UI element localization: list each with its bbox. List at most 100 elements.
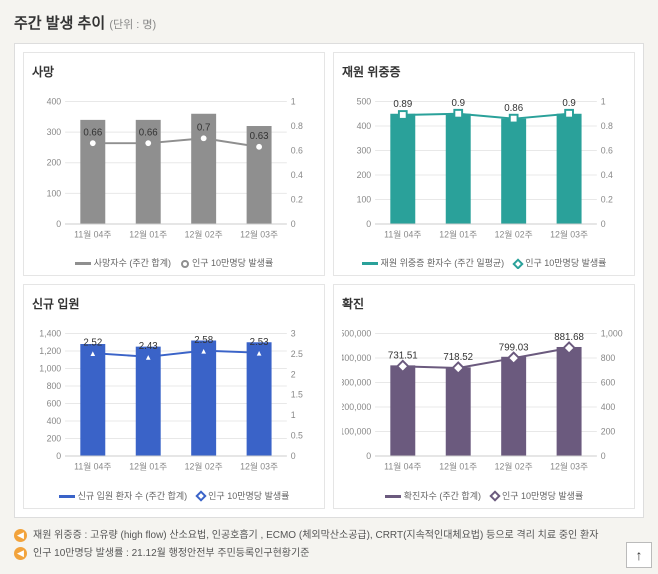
x-tick-label: 12월 03주: [550, 461, 588, 472]
svg-text:1,200: 1,200: [39, 346, 61, 356]
bar: [501, 357, 526, 456]
x-tick-label: 11월 04주: [74, 461, 111, 472]
x-tick-label: 12월 02주: [495, 229, 533, 240]
svg-text:400,000: 400,000: [342, 353, 371, 363]
svg-text:0.4: 0.4: [291, 170, 303, 180]
svg-text:1.5: 1.5: [291, 390, 303, 400]
svg-text:200: 200: [357, 170, 372, 180]
svg-text:200: 200: [47, 158, 62, 168]
panel-title: 사망: [32, 63, 316, 80]
line-series: [93, 138, 259, 147]
bullet-icon: ◀: [14, 547, 27, 560]
x-tick-label: 12월 01주: [439, 229, 477, 240]
legend-label-bar: 사망자수 (주간 합계): [94, 258, 171, 268]
legend-label-line: 인구 10만명당 발생률: [192, 258, 273, 268]
chart: 0100,000200,000300,000400,000500,0000200…: [342, 316, 626, 486]
chart-grid: 사망 010020030040000.20.40.60.810.660.660.…: [14, 43, 644, 518]
legend: 사망자수 (주간 합계) 인구 10만명당 발생률: [32, 256, 316, 269]
x-tick-label: 12월 03주: [240, 461, 278, 472]
legend-swatch-line: [195, 491, 206, 502]
svg-text:0: 0: [366, 219, 371, 229]
line-series: [93, 351, 259, 357]
svg-text:0.5: 0.5: [291, 431, 303, 441]
svg-text:100: 100: [47, 188, 62, 198]
svg-text:100,000: 100,000: [342, 427, 371, 437]
legend: 신규 입원 환자 수 (주간 합계)인구 10만명당 발생률: [32, 489, 316, 502]
legend: 재원 위중증 환자수 (주간 일평균)인구 10만명당 발생률: [342, 256, 626, 269]
title-text: 주간 발생 추이: [14, 15, 105, 32]
legend-label-line: 인구 10만명당 발생률: [208, 491, 289, 501]
svg-text:0: 0: [56, 219, 61, 229]
legend-swatch-bar: [362, 262, 378, 265]
bar: [80, 344, 105, 456]
x-tick-label: 12월 02주: [185, 229, 223, 240]
svg-text:400: 400: [47, 96, 62, 106]
value-label: 718.52: [443, 353, 473, 364]
svg-text:1,000: 1,000: [39, 364, 61, 374]
svg-text:300,000: 300,000: [342, 378, 371, 388]
svg-text:0.8: 0.8: [601, 121, 613, 131]
note-line: ◀ 재원 위중증 : 고유량 (high flow) 산소요법, 인공호흡기 ,…: [14, 528, 644, 544]
x-tick-label: 12월 01주: [439, 461, 477, 472]
svg-text:2.5: 2.5: [291, 349, 303, 359]
panel-title: 확진: [342, 295, 626, 312]
svg-text:400: 400: [357, 121, 372, 131]
value-label: 881.68: [554, 333, 584, 344]
svg-text:0: 0: [601, 219, 606, 229]
legend-label-line: 인구 10만명당 발생률: [525, 258, 606, 268]
bar: [191, 341, 216, 457]
bar: [446, 368, 471, 457]
value-label: 0.66: [83, 127, 102, 138]
note-text: 인구 10만명당 발생률 : 21.12월 행정안전부 주민등록인구현황기준: [33, 546, 309, 562]
bar: [557, 347, 582, 456]
note-line: ◀ 인구 10만명당 발생률 : 21.12월 행정안전부 주민등록인구현황기준: [14, 546, 644, 562]
panel-confirmed: 확진 0100,000200,000300,000400,000500,0000…: [333, 284, 635, 508]
footnotes: ◀ 재원 위중증 : 고유량 (high flow) 산소요법, 인공호흡기 ,…: [14, 528, 644, 562]
svg-text:200,000: 200,000: [342, 402, 371, 412]
legend-label-bar: 확진자수 (주간 합계): [404, 491, 481, 501]
x-tick-label: 12월 03주: [550, 229, 588, 240]
svg-text:0.4: 0.4: [601, 170, 613, 180]
scroll-to-top-button[interactable]: ↑: [626, 542, 652, 568]
svg-text:2: 2: [291, 370, 296, 380]
x-tick-label: 11월 04주: [74, 229, 111, 240]
legend-swatch-line: [513, 258, 524, 269]
svg-text:400: 400: [601, 402, 616, 412]
bar: [390, 114, 415, 224]
chart: 02004006008001,0001,2001,40000.511.522.5…: [32, 316, 316, 486]
value-label: 731.51: [388, 351, 418, 362]
bar: [247, 343, 272, 457]
svg-text:500: 500: [357, 96, 372, 106]
arrow-up-icon: ↑: [636, 547, 643, 563]
value-label: 0.66: [139, 127, 158, 138]
x-tick-label: 12월 02주: [185, 461, 223, 472]
panel-title: 재원 위중증: [342, 63, 626, 80]
chart-svg: 02004006008001,0001,2001,40000.511.522.5…: [32, 316, 316, 481]
svg-text:1: 1: [291, 410, 296, 420]
bar: [390, 366, 415, 457]
value-label: 2.43: [139, 341, 158, 352]
value-label: 2.58: [194, 335, 213, 346]
bar: [557, 114, 582, 224]
svg-text:0.6: 0.6: [291, 145, 303, 155]
x-tick-label: 11월 04주: [384, 229, 421, 240]
x-tick-label: 12월 01주: [129, 229, 167, 240]
svg-text:1,400: 1,400: [39, 329, 61, 339]
value-label: 0.86: [504, 103, 523, 114]
value-label: 2.53: [250, 337, 269, 348]
panel-admission: 신규 입원 02004006008001,0001,2001,40000.511…: [23, 284, 325, 508]
svg-text:800: 800: [47, 381, 62, 391]
line-series: [403, 114, 569, 119]
svg-text:200: 200: [601, 427, 616, 437]
svg-text:1,000: 1,000: [601, 329, 623, 339]
value-label: 0.63: [250, 131, 269, 142]
legend-swatch-line: [181, 260, 189, 268]
bar: [501, 119, 526, 224]
x-tick-label: 12월 03주: [240, 229, 278, 240]
svg-text:1: 1: [291, 96, 296, 106]
svg-text:300: 300: [47, 127, 62, 137]
chart-svg: 010020030040000.20.40.60.810.660.660.70.…: [32, 84, 316, 249]
svg-text:1: 1: [601, 96, 606, 106]
legend-swatch-bar: [59, 495, 75, 498]
svg-text:0.6: 0.6: [601, 145, 613, 155]
